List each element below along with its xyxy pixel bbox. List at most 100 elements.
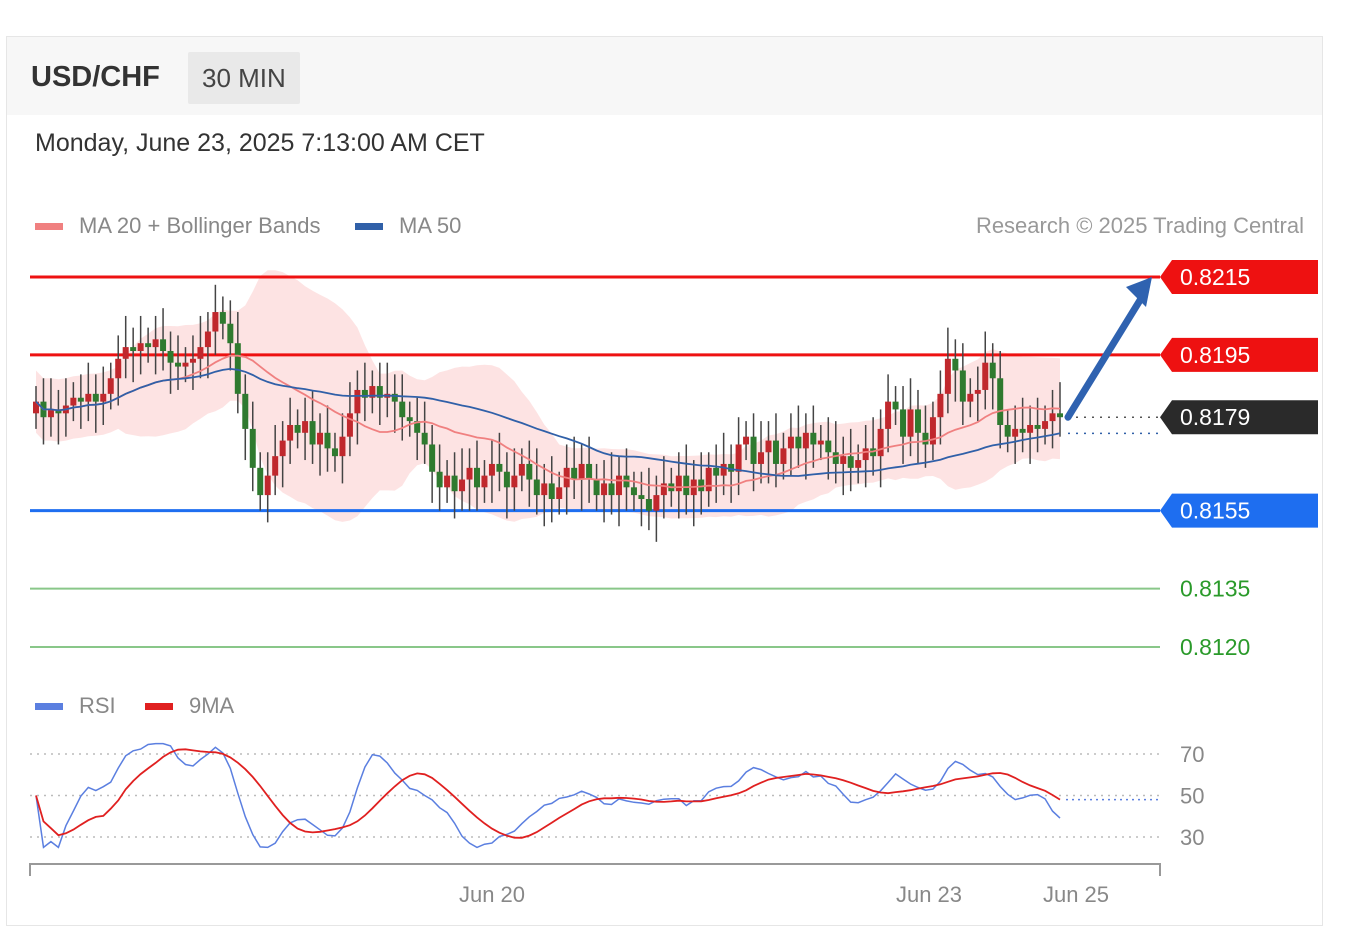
candle-body [249, 428, 256, 468]
level-label-0.8135: 0.8135 [1180, 576, 1250, 602]
candle-body [728, 463, 735, 472]
candle-body [847, 456, 854, 468]
candle-body [1042, 421, 1049, 429]
level-label-0.8215: 0.8215 [1180, 264, 1250, 290]
candle-body [929, 417, 936, 445]
candle-body [810, 432, 817, 445]
ma50-line [35, 367, 1061, 477]
legend-label: 9MA [189, 693, 235, 718]
candle-body [825, 440, 832, 453]
candle-body [160, 339, 167, 351]
rsi-9ma-line [35, 748, 1061, 839]
candle-body [481, 475, 488, 488]
candle-body [391, 393, 398, 402]
candle-body [361, 389, 368, 398]
candle-body [601, 483, 608, 496]
chart-card: USD/CHF 30 MIN Monday, June 23, 2025 7:1… [6, 36, 1323, 926]
candle-body [346, 413, 353, 437]
candle-body [107, 378, 114, 394]
candle-body [914, 409, 921, 433]
candle-body [787, 436, 794, 449]
candle-body [944, 358, 951, 394]
candle-body [406, 417, 413, 422]
symbol-title: USD/CHF [31, 61, 160, 93]
candle-body [795, 436, 802, 449]
candle-body [234, 343, 241, 394]
candle-body [219, 312, 226, 324]
candle-body [324, 432, 331, 449]
candle-body [459, 479, 466, 492]
level-label-0.8155: 0.8155 [1180, 498, 1250, 524]
candle-body [488, 463, 495, 476]
candle-body [959, 370, 966, 402]
candle-body [616, 475, 623, 496]
candle-body [33, 401, 39, 414]
candles [33, 284, 1063, 542]
candle-body [705, 467, 712, 492]
candle-body [421, 432, 428, 445]
forecast-arrow-icon [1064, 277, 1152, 421]
legend-swatch-icon [355, 222, 383, 230]
candle-body [115, 358, 122, 379]
candle-body [473, 467, 480, 488]
candle-body [1057, 413, 1063, 418]
candle-body [997, 378, 1004, 425]
price-levels: 0.8215 0.8195 0.8179 0.8155 0.8135 0.8120 [30, 260, 1318, 660]
candle-body [130, 347, 137, 351]
rsi-line [35, 742, 1061, 849]
candle-body [309, 421, 316, 445]
candle-body [518, 463, 525, 476]
candle-body [511, 475, 518, 488]
candle-body [152, 339, 159, 348]
candle-body [189, 358, 196, 363]
ma20-line [35, 354, 1061, 489]
candle-body [294, 425, 301, 433]
candle-body [758, 452, 765, 464]
candle-body [272, 456, 279, 476]
candle-body [331, 448, 338, 457]
candle-body [832, 452, 839, 464]
candle-body [47, 409, 54, 418]
candle-body [862, 448, 869, 461]
candle-body [279, 440, 286, 457]
candle-body [877, 428, 884, 457]
candle-body [982, 362, 989, 390]
candle-body [1019, 428, 1026, 433]
timeframe-badge[interactable]: 30 MIN [188, 52, 300, 104]
candle-body [376, 386, 383, 398]
legend-rsi: RSI [35, 693, 116, 719]
candle-body [451, 475, 458, 492]
candle-body [885, 401, 892, 429]
x-axis: Jun 20 Jun 23 Jun 25 [29, 863, 1161, 907]
candle-body [436, 471, 443, 488]
candle-body [937, 393, 944, 418]
candle-body [780, 448, 787, 464]
bollinger-bands [36, 270, 1060, 522]
candle-body [571, 467, 578, 480]
candle-body [227, 323, 234, 344]
candle-body [660, 483, 667, 496]
rsi-tick-70: 70 [1180, 742, 1204, 767]
level-label-0.8120: 0.8120 [1180, 634, 1250, 660]
candle-body [541, 483, 548, 496]
legend-9ma: 9MA [145, 693, 234, 719]
legend-swatch-icon [35, 222, 63, 230]
candle-body [533, 479, 540, 496]
candle-body [593, 479, 600, 496]
candle-body [503, 471, 510, 488]
candle-body [630, 487, 637, 496]
level-tag-0.8215 [1160, 260, 1318, 294]
candle-body [77, 397, 84, 402]
legend-swatch-icon [35, 702, 63, 710]
candle-body [197, 347, 204, 359]
candle-body [100, 393, 107, 402]
candle-body [907, 409, 914, 437]
arrow-shaft [1064, 293, 1146, 421]
legend-label: RSI [79, 693, 116, 718]
level-label-0.8195: 0.8195 [1180, 342, 1250, 368]
candle-body [369, 386, 376, 398]
candle-body [526, 463, 533, 480]
candle-body [122, 347, 129, 359]
candle-body [989, 362, 996, 379]
